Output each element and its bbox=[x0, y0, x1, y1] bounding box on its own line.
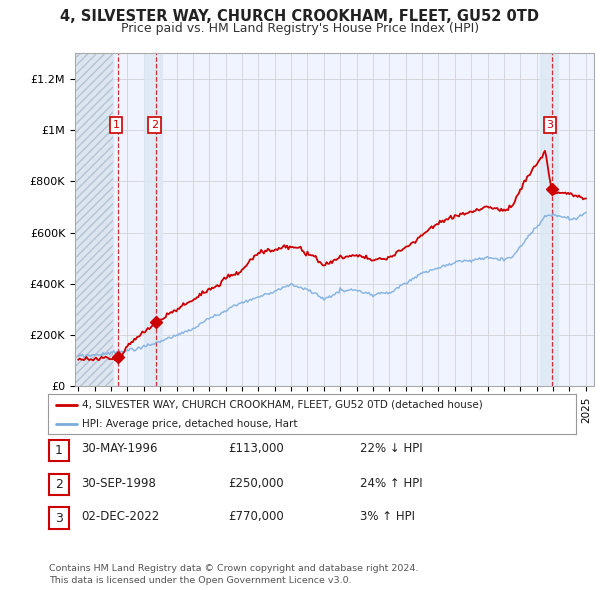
Text: HPI: Average price, detached house, Hart: HPI: Average price, detached house, Hart bbox=[82, 419, 298, 428]
Text: 3: 3 bbox=[547, 120, 554, 130]
Text: 24% ↑ HPI: 24% ↑ HPI bbox=[360, 477, 422, 490]
Text: 4, SILVESTER WAY, CHURCH CROOKHAM, FLEET, GU52 0TD (detached house): 4, SILVESTER WAY, CHURCH CROOKHAM, FLEET… bbox=[82, 400, 483, 410]
Text: 30-MAY-1996: 30-MAY-1996 bbox=[81, 442, 157, 455]
Bar bbox=[144, 53, 162, 386]
Text: 30-SEP-1998: 30-SEP-1998 bbox=[81, 477, 156, 490]
Text: £770,000: £770,000 bbox=[228, 510, 284, 523]
Text: 3% ↑ HPI: 3% ↑ HPI bbox=[360, 510, 415, 523]
Text: 3: 3 bbox=[55, 512, 63, 525]
Text: £250,000: £250,000 bbox=[228, 477, 284, 490]
Text: £113,000: £113,000 bbox=[228, 442, 284, 455]
Text: Contains HM Land Registry data © Crown copyright and database right 2024.
This d: Contains HM Land Registry data © Crown c… bbox=[49, 565, 419, 585]
Text: 2: 2 bbox=[55, 478, 63, 491]
Text: 02-DEC-2022: 02-DEC-2022 bbox=[81, 510, 159, 523]
Bar bbox=[75, 53, 113, 386]
Text: 1: 1 bbox=[113, 120, 119, 130]
Text: 4, SILVESTER WAY, CHURCH CROOKHAM, FLEET, GU52 0TD: 4, SILVESTER WAY, CHURCH CROOKHAM, FLEET… bbox=[61, 9, 539, 24]
Text: Price paid vs. HM Land Registry's House Price Index (HPI): Price paid vs. HM Land Registry's House … bbox=[121, 22, 479, 35]
Text: 1: 1 bbox=[55, 444, 63, 457]
Bar bbox=[540, 53, 558, 386]
Text: 2: 2 bbox=[151, 120, 158, 130]
Text: 22% ↓ HPI: 22% ↓ HPI bbox=[360, 442, 422, 455]
